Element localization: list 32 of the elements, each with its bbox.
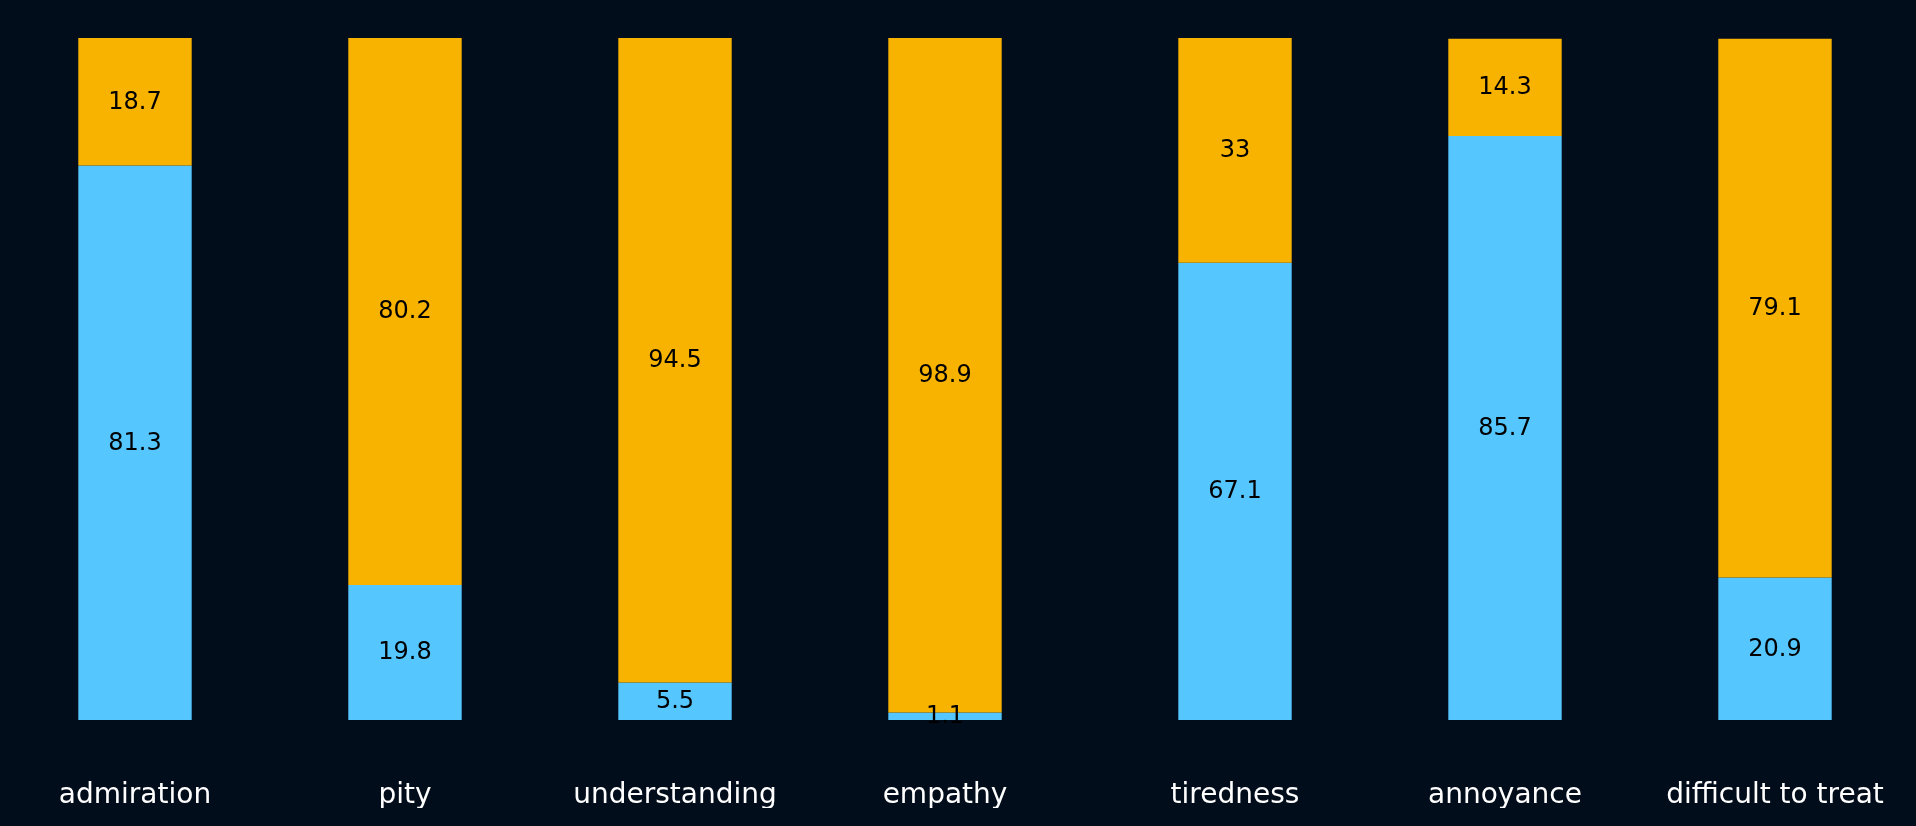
data-label: 81.3 [108,427,162,456]
x-tick-label: difficult to treat [1666,776,1884,810]
bar [348,38,462,585]
data-label: 18.7 [108,86,162,115]
data-label: 19.8 [378,637,432,666]
data-label: 5.5 [655,686,695,715]
data-label: 98.9 [918,360,972,389]
data-label: 79.1 [1748,293,1802,322]
data-label: 85.7 [1478,413,1532,442]
data-label: 67.1 [1208,476,1262,505]
bar [1178,262,1292,720]
bar [348,584,462,720]
data-label: 14.3 [1478,72,1532,101]
x-tick-label: annoyance [1428,776,1582,810]
data-label: 20.9 [1748,633,1802,662]
bar [1178,38,1292,263]
data-label: 33 [1219,135,1251,164]
data-label: 94.5 [648,345,702,374]
bar [78,38,192,166]
bar [618,682,732,720]
x-tick-label: tiredness [1170,776,1300,810]
bar [1448,136,1562,720]
bar [78,165,192,720]
bar [1448,38,1562,137]
bar [618,38,732,683]
bar [1718,577,1832,720]
x-tick-label: understanding [573,776,777,810]
x-tick-label: admiration [58,776,212,810]
x-tick-label: pity [378,776,432,810]
data-label: 80.2 [378,296,432,325]
x-tick-label: empathy [882,776,1008,810]
bar [1718,38,1832,578]
